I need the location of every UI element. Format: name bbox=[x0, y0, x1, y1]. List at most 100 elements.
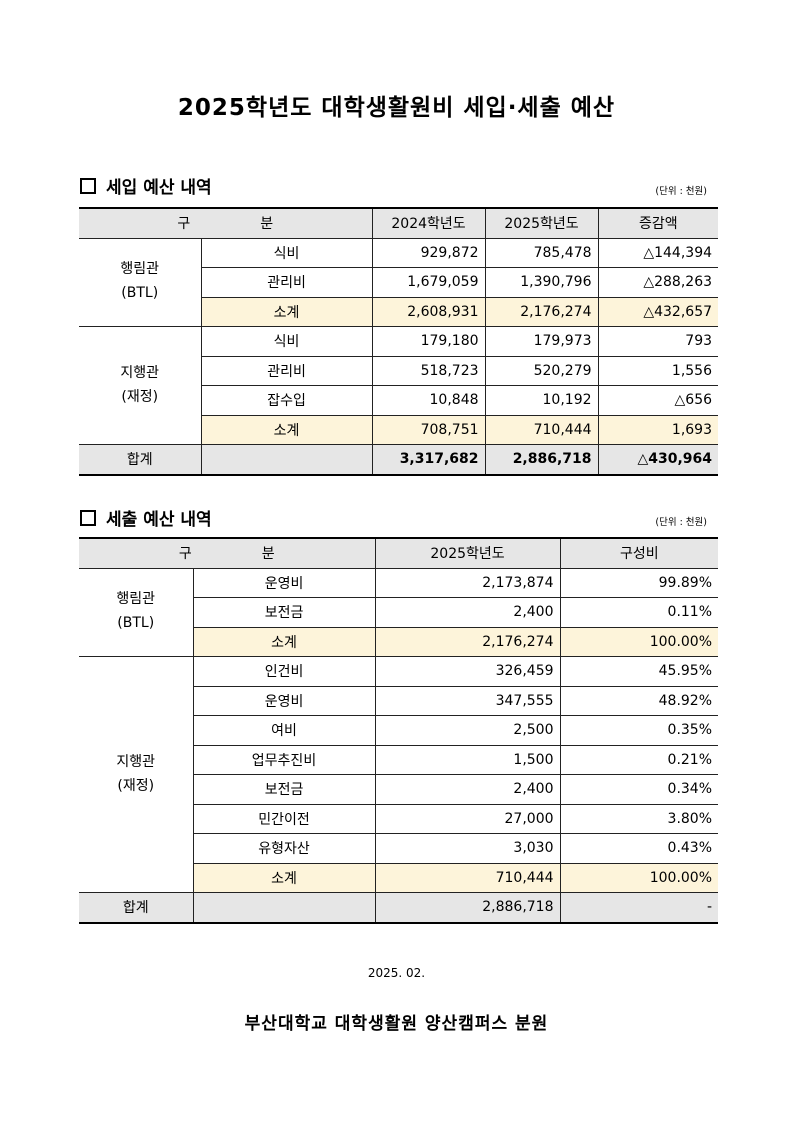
table-row: 운영비 347,555 48.92% bbox=[79, 685, 719, 716]
value-cell: 179,180 bbox=[371, 326, 486, 357]
value-cell: 2,500 bbox=[374, 715, 561, 746]
item-label: 여비 bbox=[193, 715, 376, 746]
value-cell: 0.11% bbox=[559, 597, 719, 628]
value-cell: 520,279 bbox=[484, 355, 599, 386]
value-cell: 1,693 bbox=[597, 414, 719, 445]
value-cell: △144,394 bbox=[597, 237, 719, 268]
group-label-line: 행림관 bbox=[120, 261, 160, 278]
table-row: 관리비 518,723 520,279 1,556 bbox=[79, 355, 719, 386]
column-header: 구 분 bbox=[79, 537, 376, 569]
organization-name: 부산대학교 대학생활원 양산캠퍼스 분원 bbox=[244, 1014, 549, 1034]
document-date: 2025. 02. bbox=[367, 966, 426, 980]
item-label: 소계 bbox=[201, 414, 373, 445]
value-cell: 708,751 bbox=[371, 414, 486, 445]
item-label: 운영비 bbox=[192, 567, 376, 598]
value-cell: △432,657 bbox=[597, 296, 719, 327]
item-label: 소계 bbox=[193, 862, 376, 893]
value-cell: 0.34% bbox=[559, 774, 719, 805]
column-header: 2025학년도 bbox=[484, 207, 599, 239]
total-row: 합계 2,886,718- bbox=[79, 892, 719, 923]
group-label-line: (재정) bbox=[117, 777, 155, 794]
column-header: 증감액 bbox=[597, 207, 719, 239]
checkbox-square-icon bbox=[80, 178, 96, 194]
item-label: 운영비 bbox=[193, 685, 376, 716]
value-cell: 1,679,059 bbox=[371, 267, 486, 298]
subtotal-row: 소계 708,751 710,444 1,693 bbox=[79, 414, 719, 445]
total-label: 합계 bbox=[79, 892, 194, 923]
value-cell: 710,444 bbox=[374, 862, 561, 893]
table-row: 잡수입 10,848 10,192 △656 bbox=[79, 385, 719, 416]
table-row: 업무추진비 1,500 0.21% bbox=[79, 744, 719, 775]
subtotal-row: 소계 2,608,931 2,176,274 △432,657 bbox=[79, 296, 719, 327]
item-label: 잡수입 bbox=[201, 385, 373, 416]
total-value: 2,886,718 bbox=[484, 444, 599, 475]
column-header: 2024학년도 bbox=[371, 207, 486, 239]
income-table: 구 분 2024학년도 2025학년도 증감액 행림관 (BTL) 식비 929,872 785… bbox=[79, 207, 719, 476]
column-header: 구 분 bbox=[79, 207, 373, 239]
item-label: 보전금 bbox=[193, 597, 376, 628]
value-cell: 0.35% bbox=[559, 715, 719, 746]
income-unit-label: (단위 : 천원) bbox=[655, 186, 707, 197]
column-header: 2025학년도 bbox=[374, 537, 561, 569]
item-label: 유형자산 bbox=[193, 833, 376, 864]
empty-cell bbox=[200, 444, 373, 475]
value-cell: 100.00% bbox=[559, 626, 719, 657]
item-label: 업무추진비 bbox=[193, 744, 376, 775]
value-cell: 2,176,274 bbox=[374, 626, 561, 657]
group-label-line: 지행관 bbox=[116, 753, 156, 770]
value-cell: 99.89% bbox=[559, 567, 719, 598]
value-cell: 2,173,874 bbox=[374, 567, 561, 598]
value-cell: 10,192 bbox=[484, 385, 599, 416]
item-label: 인건비 bbox=[192, 656, 376, 687]
group-label: 행림관 (BTL) bbox=[79, 237, 202, 327]
item-label: 민간이전 bbox=[193, 803, 376, 834]
value-cell: 1,556 bbox=[597, 355, 719, 386]
header-row: 구 분 2024학년도 2025학년도 증감액 bbox=[79, 207, 719, 239]
value-cell: 710,444 bbox=[484, 414, 599, 445]
value-cell: 347,555 bbox=[374, 685, 561, 716]
group-label-line: (BTL) bbox=[121, 285, 159, 302]
item-label: 관리비 bbox=[201, 355, 373, 386]
value-cell: 2,608,931 bbox=[371, 296, 486, 327]
table-row: 지행관 (재정) 식비 179,180 179,973 793 bbox=[79, 326, 719, 445]
value-cell: 27,000 bbox=[374, 803, 561, 834]
value-cell: 793 bbox=[597, 326, 719, 357]
income-heading-text: 세입 예산 내역 bbox=[106, 178, 212, 198]
subtotal-row: 소계 2,176,274 100.00% bbox=[79, 626, 719, 657]
total-value: - bbox=[559, 892, 719, 923]
value-cell: △288,263 bbox=[597, 267, 719, 298]
group-label-line: 지행관 bbox=[120, 364, 160, 381]
value-cell: 179,973 bbox=[484, 326, 599, 357]
value-cell: 48.92% bbox=[559, 685, 719, 716]
subtotal-row: 소계 710,444 100.00% bbox=[79, 862, 719, 893]
table-row: 여비 2,500 0.35% bbox=[79, 715, 719, 746]
item-label: 식비 bbox=[200, 237, 373, 268]
group-label-line: (재정) bbox=[121, 388, 159, 405]
total-label: 합계 bbox=[79, 444, 202, 475]
value-cell: 326,459 bbox=[374, 656, 561, 687]
expense-section-heading: 세출 예산 내역 bbox=[80, 505, 212, 530]
value-cell: 2,400 bbox=[374, 597, 561, 628]
total-value: 3,317,682 bbox=[371, 444, 486, 475]
page-title: 2025학년도 대학생활원비 세입·세출 예산 bbox=[177, 95, 616, 121]
table-row: 행림관 (BTL) 운영비 2,173,874 99.89% bbox=[79, 567, 719, 657]
item-label: 식비 bbox=[200, 326, 373, 357]
group-label-line: (BTL) bbox=[117, 615, 155, 632]
empty-cell bbox=[192, 892, 376, 923]
expense-heading-text: 세출 예산 내역 bbox=[106, 510, 212, 530]
item-label: 소계 bbox=[193, 626, 376, 657]
group-label: 행림관 (BTL) bbox=[79, 567, 194, 657]
expense-table: 구 분 2025학년도 구성비 행림관 (BTL) 운영비 2,173,874 99.89% 보… bbox=[79, 537, 719, 924]
total-value: 2,886,718 bbox=[374, 892, 561, 923]
value-cell: 100.00% bbox=[559, 862, 719, 893]
value-cell: 10,848 bbox=[371, 385, 486, 416]
value-cell: 518,723 bbox=[371, 355, 486, 386]
value-cell: 785,478 bbox=[484, 237, 599, 268]
group-label: 지행관 (재정) bbox=[79, 326, 202, 445]
value-cell: 1,500 bbox=[374, 744, 561, 775]
value-cell: 45.95% bbox=[559, 656, 719, 687]
value-cell: 3.80% bbox=[559, 803, 719, 834]
value-cell: △656 bbox=[597, 385, 719, 416]
group-label: 지행관 (재정) bbox=[79, 656, 194, 893]
expense-unit-label: (단위 : 천원) bbox=[655, 517, 707, 528]
